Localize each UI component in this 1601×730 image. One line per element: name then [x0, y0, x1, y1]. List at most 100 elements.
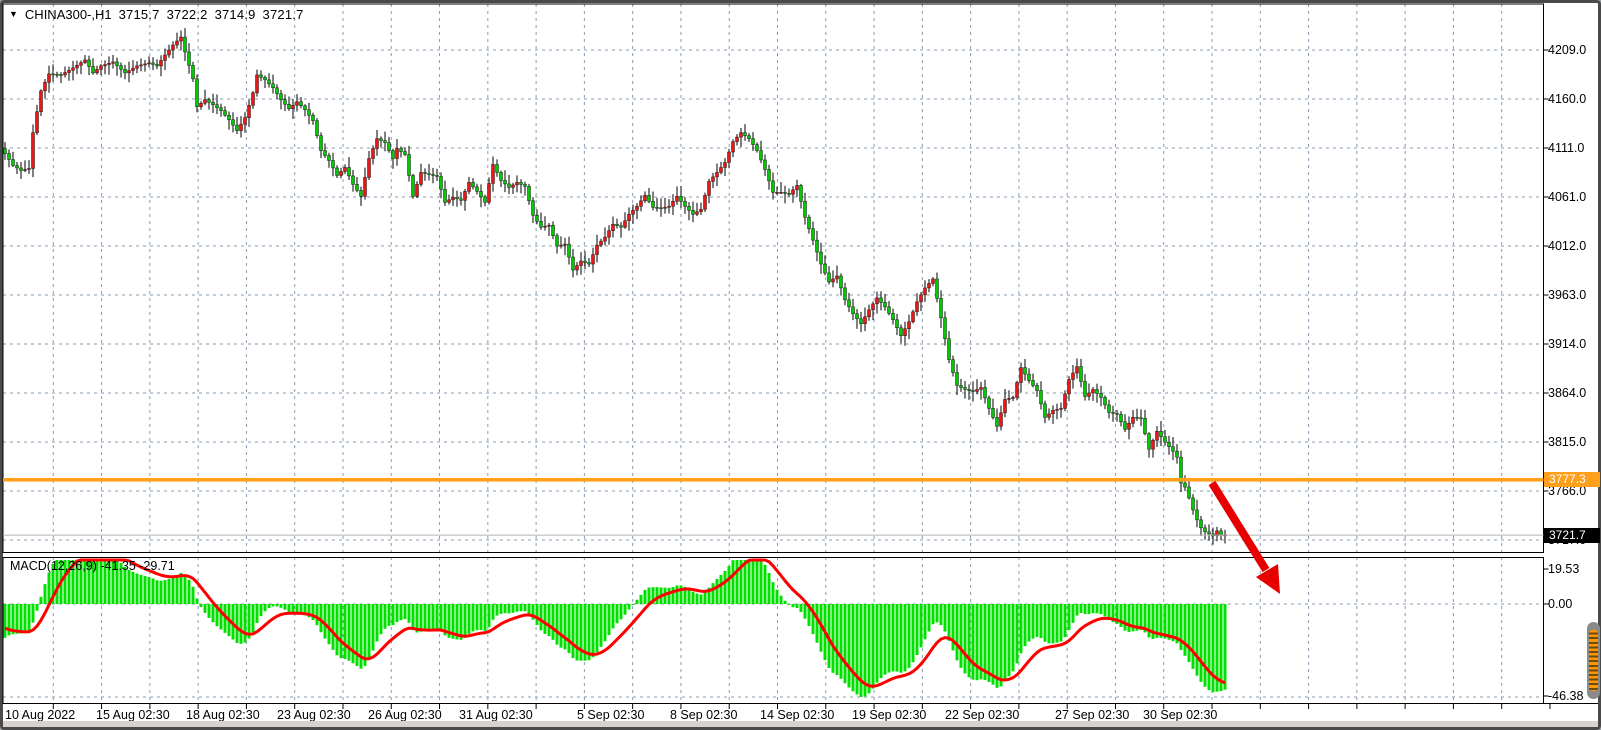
candle-body	[215, 104, 219, 108]
candle-body	[35, 111, 39, 133]
macd-histogram-bar	[755, 560, 759, 604]
candle-body	[267, 79, 271, 85]
macd-histogram-bar	[1143, 604, 1147, 633]
macd-histogram-bar	[167, 578, 171, 604]
macd-histogram-bar	[183, 574, 187, 604]
macd-histogram-bar	[31, 604, 35, 623]
candle-body	[91, 66, 95, 74]
macd-histogram-bar	[1055, 604, 1059, 643]
macd-histogram-bar	[675, 585, 679, 604]
macd-histogram-bar	[1171, 604, 1175, 642]
macd-histogram-bar	[1103, 604, 1107, 617]
candle-body	[667, 206, 671, 208]
macd-histogram-bar	[603, 604, 607, 642]
macd-histogram-bar	[947, 604, 951, 641]
candle-body	[659, 207, 663, 210]
macd-histogram-bar	[867, 604, 871, 694]
macd-histogram-bar	[1175, 604, 1179, 644]
price-axis-label: 4061.0	[1548, 190, 1587, 204]
candle-body	[11, 159, 15, 166]
candle-body	[731, 141, 735, 153]
macd-histogram-bar	[119, 563, 123, 604]
macd-histogram-bar	[619, 604, 623, 620]
trend-arrow-head[interactable]	[1256, 564, 1280, 594]
candle-body	[591, 254, 595, 265]
candle-body	[647, 195, 651, 202]
price-axis-label: 3864.0	[1548, 386, 1587, 400]
candle-body	[959, 385, 963, 388]
candle-body	[371, 148, 375, 159]
candle-body	[595, 244, 599, 255]
macd-histogram-bar	[503, 604, 507, 614]
candle-body	[143, 63, 147, 66]
macd-histogram-bar	[187, 579, 191, 604]
candle-body	[39, 90, 43, 112]
candle-body	[487, 183, 491, 203]
macd-histogram-bar	[811, 604, 815, 635]
candle-body	[751, 138, 755, 145]
chart-title: ▼ CHINA300-,H1 3715.7 3722.2 3714.9 3721…	[9, 7, 304, 22]
macd-histogram-bar	[147, 577, 151, 604]
macd-histogram-bar	[83, 560, 87, 604]
price-axis-label: 3815.0	[1548, 435, 1587, 449]
candle-body	[651, 201, 655, 208]
macd-histogram-bar	[995, 604, 999, 688]
macd-histogram-bar	[719, 574, 723, 604]
price-axis-label: 4209.0	[1548, 43, 1587, 57]
macd-histogram-bar	[575, 604, 579, 661]
candle-body	[167, 49, 171, 56]
candle-body	[1175, 450, 1179, 458]
macd-histogram-bar	[395, 604, 399, 623]
macd-histogram-bar	[859, 604, 863, 697]
macd-histogram-bar	[1139, 604, 1143, 630]
macd-histogram-bar	[667, 587, 671, 604]
macd-histogram-bar	[1035, 604, 1039, 637]
macd-histogram-bar	[135, 573, 139, 604]
macd-histogram-bar	[507, 604, 511, 614]
macd-histogram-bar	[883, 604, 887, 675]
candle-body	[939, 298, 943, 319]
candle-body	[607, 230, 611, 238]
macd-histogram-bar	[355, 604, 359, 666]
macd-histogram-bar	[411, 604, 415, 630]
macd-histogram-bar	[7, 604, 11, 636]
trend-arrow-shaft[interactable]	[1208, 480, 1270, 573]
candle-body	[159, 60, 163, 67]
symbol-dropdown-icon[interactable]: ▼	[9, 9, 18, 19]
candle-body	[1155, 431, 1159, 441]
candle-body	[811, 228, 815, 241]
macd-histogram-bar	[191, 586, 195, 604]
candle-body	[211, 102, 215, 106]
macd-histogram-bar	[431, 604, 435, 630]
candle-body	[251, 92, 255, 106]
candle-body	[43, 82, 47, 92]
candle-body	[863, 316, 867, 325]
macd-histogram-bar	[107, 560, 111, 604]
candle-body	[643, 195, 647, 202]
macd-histogram-bar	[703, 592, 707, 604]
scrollbar-thumb[interactable]	[1587, 622, 1600, 699]
candle-body	[695, 211, 699, 215]
macd-histogram-bar	[535, 604, 539, 626]
macd-histogram-bar	[39, 596, 43, 604]
candle-body	[331, 160, 335, 169]
macd-histogram-bar	[763, 564, 767, 604]
candle-body	[783, 192, 787, 194]
macd-histogram-bar	[311, 604, 315, 621]
candle-body	[515, 182, 519, 186]
macd-histogram-bar	[611, 604, 615, 629]
candle-body	[1123, 421, 1127, 430]
hline-price-badge[interactable]: 3777.3	[1544, 472, 1600, 488]
time-axis-label: 27 Sep 02:30	[1055, 708, 1130, 722]
macd-histogram-bar	[15, 604, 19, 634]
macd-histogram-bar	[95, 560, 99, 604]
candle-body	[703, 195, 707, 210]
horizontal-line-3777[interactable]	[3, 477, 1544, 482]
macd-histogram-bar	[911, 604, 915, 663]
macd-histogram-bar	[291, 604, 295, 614]
time-axis-label: 8 Sep 02:30	[670, 708, 738, 722]
macd-histogram-bar	[247, 604, 251, 639]
macd-histogram-bar	[587, 604, 591, 661]
candle-body	[235, 124, 239, 131]
price-axis-label: 3766.0	[1548, 484, 1587, 498]
